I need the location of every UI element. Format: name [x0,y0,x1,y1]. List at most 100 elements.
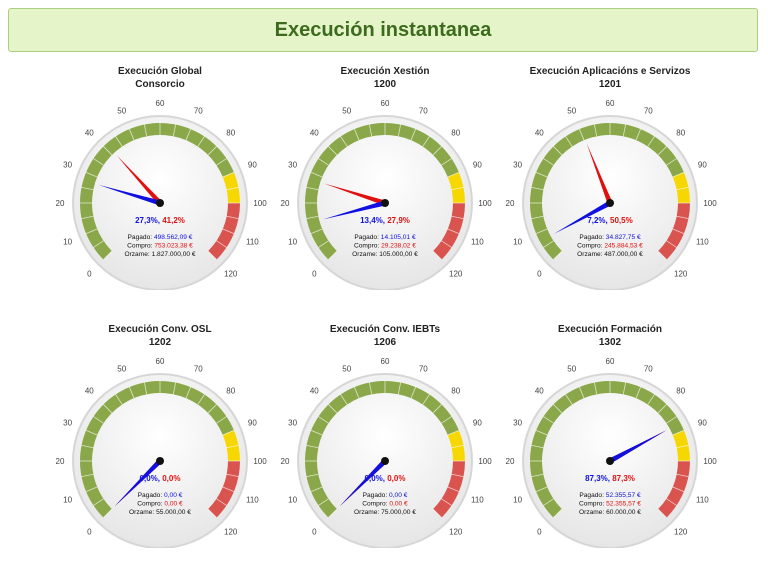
orzame-label: Orzame: [579,509,604,516]
gauge-tick-label: 100 [703,199,717,208]
gauge-tick-label: 10 [513,237,522,246]
gauge-segment-line [531,473,544,477]
gauge-segment-line [666,158,677,166]
gauge-tick-label: 20 [281,457,290,466]
gauge-tick-label: 90 [698,161,707,170]
orzame-row: Orzame: 60.000,00 € [579,509,641,516]
orzame-value: 55.000,00 € [156,509,191,516]
pct-compro: 87,3% [612,474,635,483]
gauge-segment-line [676,473,689,477]
gauge-tick-label: 90 [248,419,257,428]
compro-row: Compro: 0,00 € [137,501,183,508]
gauge-segment-line [543,240,554,248]
gauge-percentages: 0,0%, 0,0% [365,474,406,483]
gauge-segment-line [676,445,689,449]
gauge-chart: Execución Conv. OSL 1202 0 10 20 30 40 50 60 70 80… [45,318,275,548]
page-header: Execución instantanea [8,8,758,52]
pagado-label: Pagado: [354,234,379,241]
gauge-segment-line [451,473,464,477]
orzame-label: Orzame: [577,251,602,258]
pagado-row: Pagado: 0,00 € [138,492,183,499]
gauge-tick-label: 30 [288,419,297,428]
gauge-tick-label: 100 [478,199,492,208]
gauge-segment-line [535,172,548,178]
gauge-segment-line [672,172,685,178]
gauge-tick-label: 30 [63,419,72,428]
gauge-segment-line [93,240,104,248]
gauge-segment-line [565,394,573,405]
compro-row: Compro: 52.355,57 € [579,501,641,508]
gauge-segment-line [340,394,348,405]
gauge-pivot [606,457,614,465]
gauge-segment-line [93,158,104,166]
pagado-value: 14.105,01 € [381,234,416,241]
gauge-tick-label: 70 [419,107,428,116]
gauge-segment-line [318,416,329,424]
gauge-tick-label: 20 [56,199,65,208]
gauge-tick-label: 10 [288,495,297,504]
gauge-segment-line [657,146,667,156]
gauge-title: Execución Conv. OSL [108,324,211,335]
gauge-tick-label: 90 [248,161,257,170]
gauge-segment-line [222,486,235,492]
gauge-segment-line [318,240,329,248]
gauge-grid: Execución Global Consorcio 0 10 20 30 40 50 60 70… [0,60,768,560]
gauge-segment-line [85,228,98,234]
gauge-tick-label: 10 [63,237,72,246]
gauge-chart: Execución Formación 1302 0 10 20 30 40 50 60 70 80… [495,318,725,548]
gauge-segment-line [207,508,217,518]
gauge-code: 1302 [599,337,622,348]
gauge-tick-label: 120 [449,528,463,537]
gauge-code: 1200 [374,79,397,90]
gauge-segment-line [216,158,227,166]
gauge-segment-line [535,486,548,492]
gauge-segment-line [207,146,217,156]
gauge-tick-label: 70 [194,107,203,116]
gauge-pivot [156,199,164,207]
pct-compro: 27,9% [387,216,410,225]
gauge-tick-label: 70 [644,365,653,374]
gauge-tick-label: 70 [194,365,203,374]
compro-row: Compro: 245.884,53 € [577,243,643,250]
gauge-title: Execución Xestión [341,66,430,77]
gauge-segment-line [451,187,464,191]
gauge-segment-line [85,430,98,436]
gauge-segment-line [85,486,98,492]
gauge-segment-line [103,250,113,260]
compro-needle [586,143,613,207]
gauge-title: Execución Conv. IEBTs [330,324,441,335]
compro-label: Compro: [354,243,379,250]
gauge-band-yellow [672,430,690,461]
gauge-tick-label: 20 [506,457,515,466]
gauge-tick-label: 50 [567,365,576,374]
gauge-tick-label: 50 [342,107,351,116]
gauge-tick-label: 100 [703,457,717,466]
gauge-segment-line [340,136,348,147]
orzame-label: Orzame: [352,251,377,258]
pct-pagado: 13,4% [360,216,383,225]
gauge-segment-line [216,498,227,506]
gauge-segment-line [115,136,123,147]
page-title: Execución instantanea [274,18,492,41]
gauge-segment-line [579,386,585,399]
gauge-segment-line [666,498,677,506]
gauge-segment-line [451,215,464,219]
pagado-label: Pagado: [579,492,604,499]
orzame-value: 105.000,00 € [379,251,418,258]
gauge-tick-label: 80 [451,386,460,395]
orzame-value: 487.000,00 € [604,251,643,258]
gauge-tick-label: 30 [63,161,72,170]
orzame-row: Orzame: 487.000,00 € [577,251,643,258]
gauge-segment-line [657,250,667,260]
gauge-segment-line [222,228,235,234]
gauge-segment-line [207,250,217,260]
orzame-label: Orzame: [129,509,154,516]
gauge-segment-line [432,404,442,414]
gauge-segment-line [306,187,319,191]
gauge-tick-label: 90 [473,419,482,428]
orzame-label: Orzame: [354,509,379,516]
gauge-segment-line [222,430,235,436]
gauge-segment-line [553,250,563,260]
gauge-tick-label: 0 [87,528,92,537]
gauge-segment-line [647,136,655,147]
